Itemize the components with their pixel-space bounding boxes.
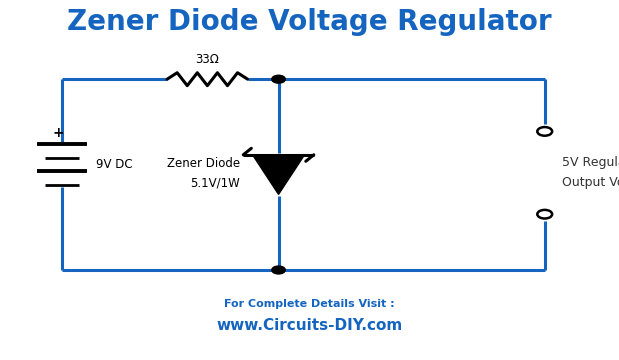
Text: 5.1V/1W: 5.1V/1W [191,176,240,189]
Polygon shape [253,155,305,194]
Text: +: + [53,126,64,140]
Text: Output Voltage: Output Voltage [562,176,619,189]
Text: Zener Diode: Zener Diode [167,157,240,170]
Circle shape [537,127,552,136]
Text: www.Circuits-DIY.com: www.Circuits-DIY.com [217,318,402,333]
Text: 9V DC: 9V DC [96,158,132,171]
Text: For Complete Details Visit :: For Complete Details Visit : [224,299,395,309]
Text: Zener Diode Voltage Regulator: Zener Diode Voltage Regulator [67,8,552,36]
Text: 5V Regulated: 5V Regulated [562,156,619,169]
Text: 33Ω: 33Ω [196,53,219,66]
Circle shape [537,210,552,219]
Circle shape [272,75,285,83]
Circle shape [272,266,285,274]
